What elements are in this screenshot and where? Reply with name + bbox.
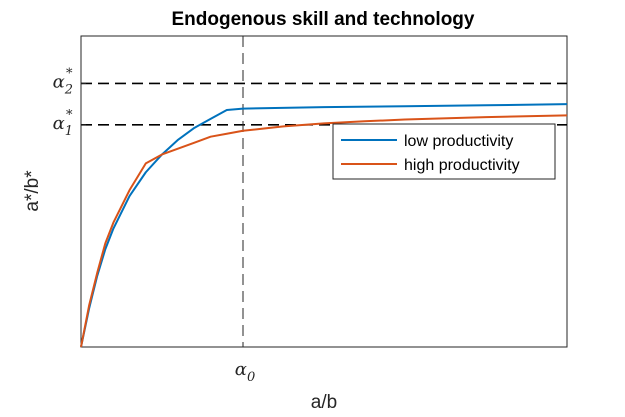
y-axis-label: a*/b* (22, 170, 43, 212)
x-tick-label-0-text: α0 (235, 359, 255, 385)
legend-label-1: high productivity (404, 157, 520, 174)
legend: low productivity high productivity (332, 123, 556, 180)
x-tick-label-0: α0 (235, 359, 255, 385)
legend-label-0: low productivity (404, 133, 513, 150)
series-layer (80, 103, 568, 348)
y-tick-label-0-text: α1* (53, 108, 73, 139)
tick-labels: α1* α2* α0 (53, 66, 256, 385)
chart-title: Endogenous skill and technology (172, 9, 475, 30)
legend-box (332, 123, 556, 180)
series-line-1 (80, 114, 568, 348)
y-tick-label-0: α1* (53, 108, 73, 139)
series-line-0 (80, 103, 568, 348)
x-axis-label: a/b (311, 392, 337, 413)
y-tick-label-1-text: α2* (53, 66, 73, 97)
y-tick-label-1: α2* (53, 66, 73, 97)
reference-lines (81, 36, 567, 347)
plot-area (80, 35, 568, 348)
